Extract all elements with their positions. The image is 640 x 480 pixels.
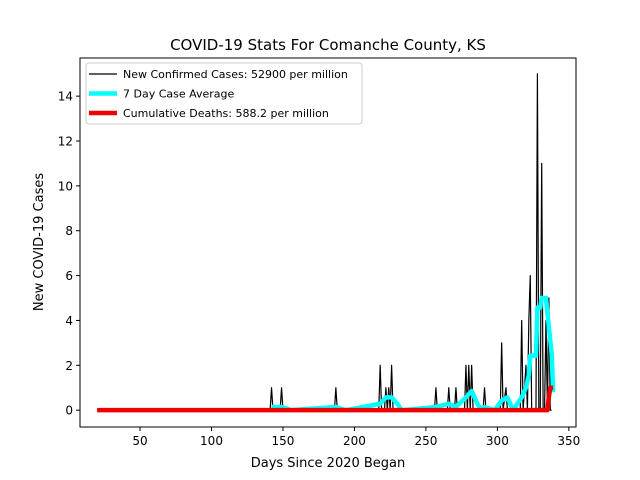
legend-entry: Cumulative Deaths: 588.2 per million [123, 107, 329, 120]
cumulative-deaths-line [97, 385, 554, 413]
series-layer [97, 73, 556, 413]
x-tick-label: 300 [486, 434, 509, 448]
y-tick-label: 8 [65, 224, 73, 238]
legend-entry: 7 Day Case Average [123, 88, 235, 101]
x-axis: 50 100 150 200 250 300 350 [132, 427, 580, 448]
x-tick-label: 350 [557, 434, 580, 448]
x-tick-label: 50 [132, 434, 147, 448]
y-tick-label: 10 [58, 179, 73, 193]
y-axis-label: New COVID-19 Cases [32, 173, 47, 311]
y-axis: 0 2 4 6 8 10 12 14 [58, 90, 80, 418]
y-tick-label: 0 [65, 404, 73, 418]
plot-frame [79, 57, 577, 428]
new-cases-line [97, 73, 552, 411]
chart-title: COVID-19 Stats For Comanche County, KS [170, 36, 486, 54]
y-tick-label: 6 [65, 269, 73, 283]
legend-entry: New Confirmed Cases: 52900 per million [123, 68, 348, 81]
legend: New Confirmed Cases: 52900 per million 7 … [85, 62, 363, 125]
y-tick-label: 14 [58, 90, 73, 104]
x-axis-label: Days Since 2020 Began [251, 456, 406, 471]
y-tick-label: 2 [65, 359, 73, 373]
x-tick-label: 150 [272, 434, 295, 448]
y-tick-label: 12 [58, 134, 73, 148]
y-tick-label: 4 [65, 314, 73, 328]
x-tick-label: 200 [343, 434, 366, 448]
x-tick-label: 250 [414, 434, 437, 448]
legend-box [85, 62, 363, 125]
x-tick-label: 100 [200, 434, 223, 448]
